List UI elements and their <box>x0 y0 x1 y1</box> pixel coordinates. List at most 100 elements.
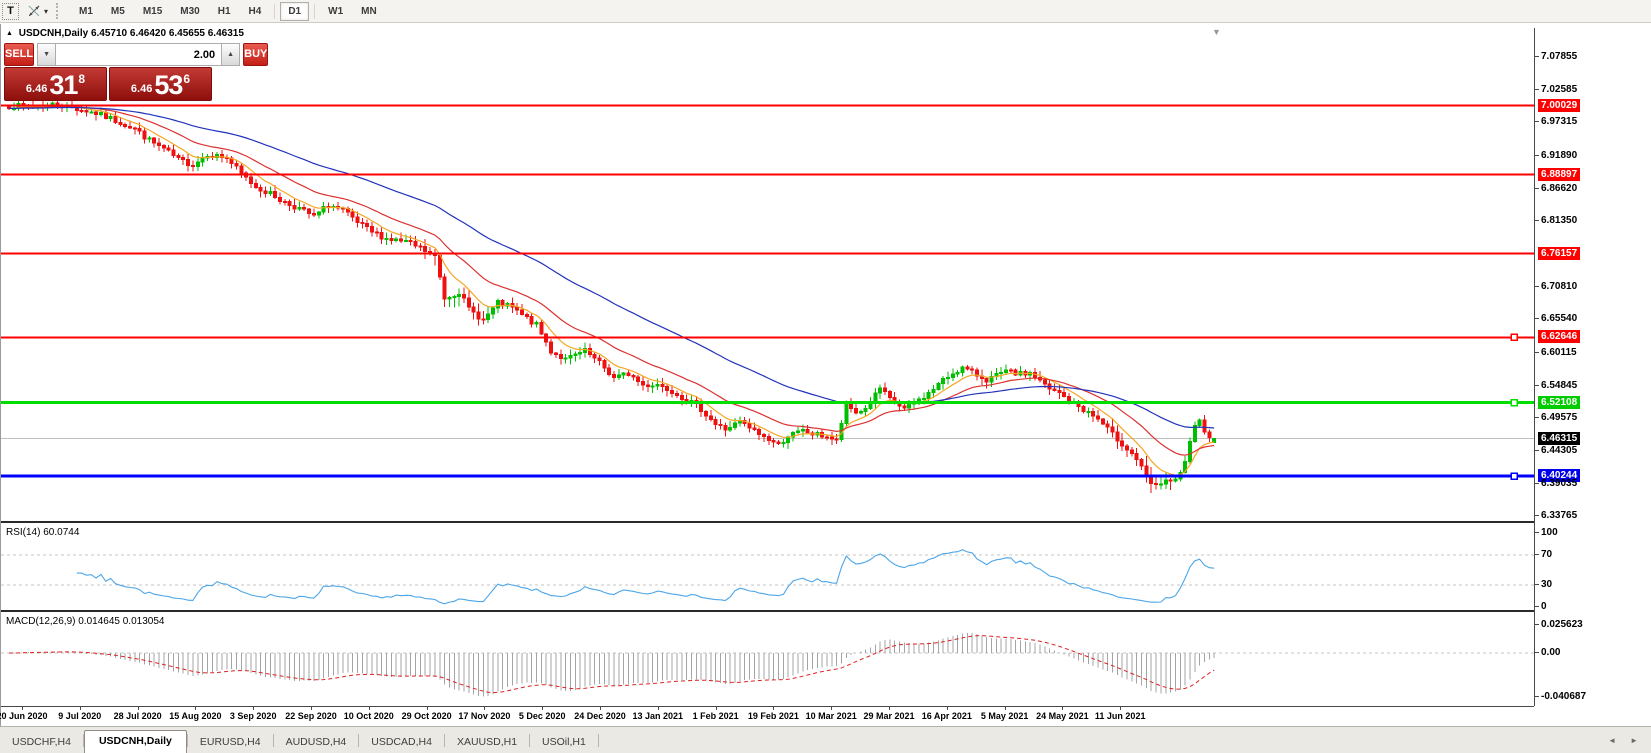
candle-body <box>176 154 181 158</box>
chart-shift-marker-icon[interactable]: ▼ <box>1212 27 1221 37</box>
panel-separator[interactable] <box>1 521 1534 523</box>
candle-body <box>708 415 713 421</box>
timeframe-button-w1[interactable]: W1 <box>320 2 351 21</box>
buy-button[interactable]: BUY <box>243 43 269 66</box>
timeframe-button-mn[interactable]: MN <box>353 2 385 21</box>
price-tick-6.70810: 6.70810 <box>1534 280 1578 292</box>
tab-usdcnh-daily[interactable]: USDCNH,Daily <box>83 730 187 753</box>
tab-usdchf-h4[interactable]: USDCHF,H4 <box>12 736 71 748</box>
date-tick <box>600 707 601 710</box>
tab-eurusd-h4[interactable]: EURUSD,H4 <box>199 736 261 748</box>
candle-body <box>660 383 665 387</box>
dropdown-caret-icon[interactable]: ▾ <box>44 6 49 16</box>
volume-input[interactable] <box>56 43 222 66</box>
price-tick-6.39035: 6.39035 <box>1534 477 1578 489</box>
date-label: 28 Jul 2020 <box>113 711 162 721</box>
candle-body <box>157 142 162 147</box>
candle-body <box>1120 440 1125 447</box>
candle-body <box>253 183 258 189</box>
candle-body <box>718 423 723 427</box>
candle-body <box>1115 431 1120 442</box>
candle-body <box>641 381 646 386</box>
buy-price-prefix: 6.46 <box>130 83 153 95</box>
hline-handle[interactable] <box>1510 333 1518 342</box>
timeframe-button-h1[interactable]: H1 <box>210 2 239 21</box>
tab-separator <box>529 734 531 747</box>
candle-body <box>1139 459 1144 467</box>
candle-body <box>471 306 476 313</box>
candle-body <box>616 374 621 378</box>
price-tick-6.54845: 6.54845 <box>1534 379 1578 391</box>
candle-body <box>926 391 931 400</box>
sell-price-sup: 8 <box>78 72 86 86</box>
date-tick <box>657 707 659 710</box>
hline-handle[interactable] <box>1510 398 1518 407</box>
sell-button[interactable]: SELL <box>4 43 35 66</box>
date-tick <box>195 707 197 710</box>
date-tick <box>1062 707 1064 710</box>
tab-audusd-h4[interactable]: AUDUSD,H4 <box>285 736 347 748</box>
candle-body <box>568 355 573 359</box>
text-tool-button[interactable]: T <box>2 2 19 20</box>
candle-body <box>452 296 457 299</box>
price-level-label: 6.52108 <box>1538 395 1581 409</box>
date-label: 1 Feb 2021 <box>692 711 739 721</box>
candle-body <box>486 313 491 321</box>
timeframe-button-m15[interactable]: M15 <box>135 2 170 21</box>
date-label: 3 Sep 2020 <box>229 711 277 721</box>
volume-up-icon[interactable]: ▲ <box>221 43 241 66</box>
candle-body <box>539 321 544 335</box>
buy-price-big: 53 <box>154 70 183 100</box>
price-tick-6.86620: 6.86620 <box>1534 182 1578 194</box>
volume-down-icon[interactable]: ▼ <box>37 43 57 66</box>
timeframe-button-m30[interactable]: M30 <box>172 2 207 21</box>
panel-separator[interactable] <box>1 610 1534 612</box>
collapse-triangle-icon[interactable]: ▲ <box>6 30 13 37</box>
price-axis[interactable]: 7.07855 7.02585 7.00029 6.97315 6.91890 6.888… <box>1534 24 1651 726</box>
price-tick-7.07855: 7.07855 <box>1534 51 1578 62</box>
candle-body <box>200 157 205 163</box>
candle-body <box>219 153 224 159</box>
date-label: 24 Dec 2020 <box>574 711 626 721</box>
candle-body <box>679 395 684 400</box>
candle-body <box>670 389 675 395</box>
draw-arrows-icon[interactable] <box>25 3 43 20</box>
candle-body <box>403 240 408 243</box>
candle-body <box>437 255 442 278</box>
candle-body <box>631 374 636 378</box>
candle-body <box>350 211 355 218</box>
chart-window: ▲ USDCNH,Daily 6.45710 6.46420 6.45655 6… <box>0 24 1651 726</box>
tab-scroll-right-icon[interactable]: ► <box>1630 735 1638 745</box>
macd-signal-line <box>9 635 1215 694</box>
macd-tick-0.025623: 0.025623 <box>1535 619 1583 631</box>
candle-body <box>118 121 123 126</box>
candle-body <box>771 440 776 443</box>
timeframe-button-m5[interactable]: M5 <box>103 2 133 21</box>
candle-body <box>1008 369 1013 372</box>
candle-body <box>1183 460 1188 473</box>
timeframe-button-m1[interactable]: M1 <box>71 2 101 21</box>
timeframe-button-d1[interactable]: D1 <box>280 1 310 21</box>
price-tick-6.65540: 6.65540 <box>1534 313 1578 325</box>
candle-body <box>442 276 447 300</box>
moving-average-line <box>9 105 1215 456</box>
candle-body <box>137 127 142 132</box>
candle-body <box>1144 465 1149 477</box>
date-tick <box>1004 707 1006 710</box>
candle-body <box>674 393 679 397</box>
candle-body <box>142 130 147 140</box>
tab-xauusd-h1[interactable]: XAUUSD,H1 <box>456 736 518 748</box>
timeframe-button-h4[interactable]: H4 <box>241 2 270 21</box>
tab-scroll-left-icon[interactable]: ◄ <box>1608 735 1617 745</box>
candle-body <box>495 300 500 309</box>
sell-price-box[interactable]: 6.46 31 8 <box>4 67 107 101</box>
tab-usdcad-h4[interactable]: USDCAD,H4 <box>371 736 432 748</box>
hline-handle[interactable] <box>1510 472 1518 480</box>
candle-body <box>161 145 166 149</box>
candle-body <box>713 419 718 425</box>
buy-price-box[interactable]: 6.46 53 6 <box>109 67 212 101</box>
candle-body <box>752 427 757 430</box>
date-axis[interactable]: 20 Jun 2020 9 Jul 2020 28 Jul 2020 15 Aug 2… <box>0 706 1534 725</box>
candle-body <box>558 354 563 360</box>
tab-usoil-h1[interactable]: USOil,H1 <box>542 736 586 748</box>
